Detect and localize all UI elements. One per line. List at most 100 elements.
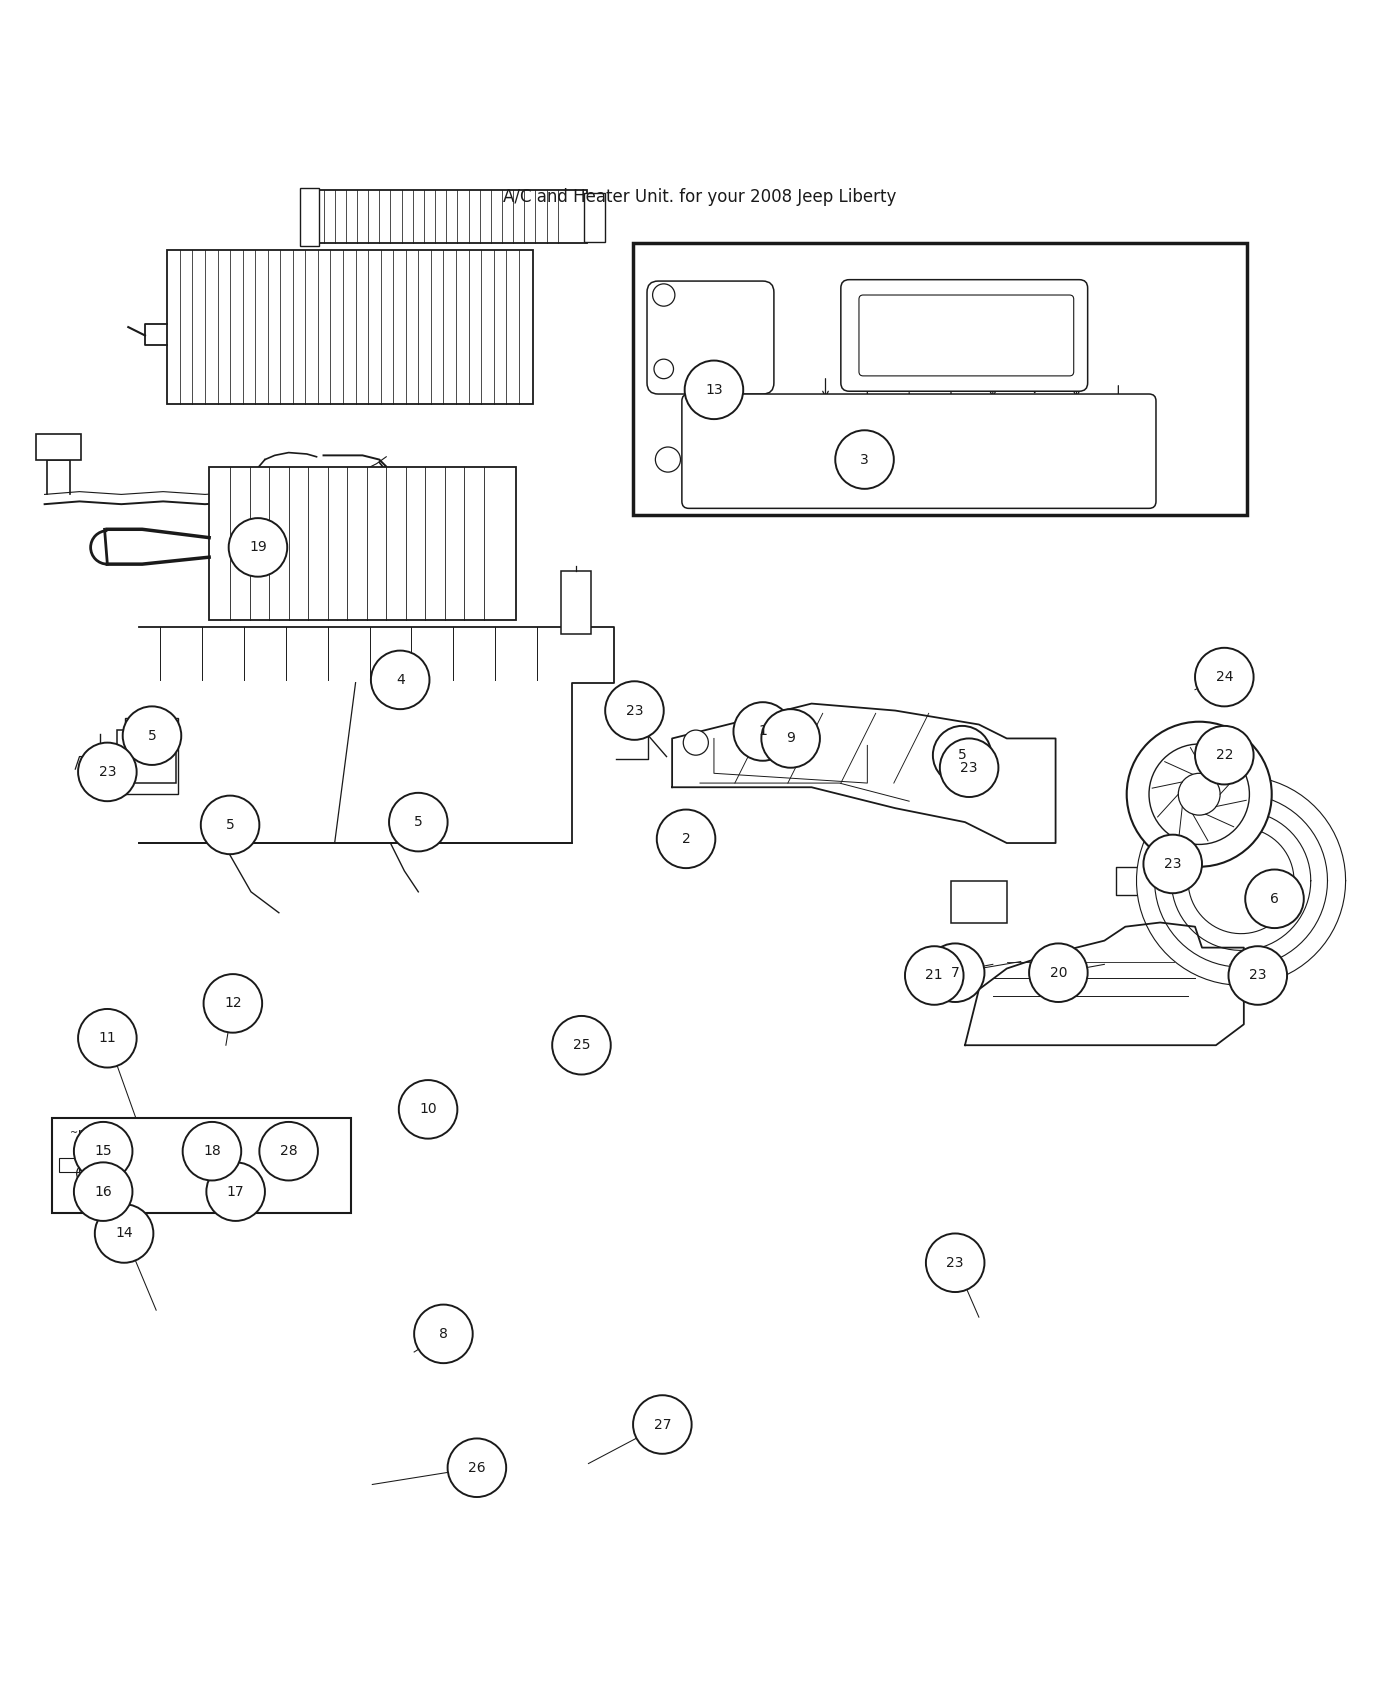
Circle shape xyxy=(78,743,137,801)
Text: 5: 5 xyxy=(225,818,234,831)
Text: 26: 26 xyxy=(468,1460,486,1474)
Circle shape xyxy=(683,729,708,755)
Bar xyxy=(59,1158,80,1171)
Text: 25: 25 xyxy=(573,1039,591,1052)
FancyBboxPatch shape xyxy=(647,280,774,394)
Text: 23: 23 xyxy=(626,704,643,717)
Circle shape xyxy=(78,1010,137,1068)
Bar xyxy=(584,194,605,241)
Circle shape xyxy=(605,682,664,740)
Text: 8: 8 xyxy=(440,1328,448,1341)
Circle shape xyxy=(1029,944,1088,1001)
Text: 16: 16 xyxy=(94,1185,112,1198)
Text: 5: 5 xyxy=(147,729,157,743)
Circle shape xyxy=(1228,947,1287,1005)
Bar xyxy=(410,496,449,520)
Circle shape xyxy=(95,1204,154,1263)
Bar xyxy=(209,466,517,620)
Text: 20: 20 xyxy=(1050,966,1067,979)
Circle shape xyxy=(1144,835,1203,892)
Bar xyxy=(633,243,1246,515)
Circle shape xyxy=(200,796,259,853)
Circle shape xyxy=(1149,745,1249,845)
Text: 14: 14 xyxy=(115,1226,133,1241)
Text: 27: 27 xyxy=(654,1418,671,1431)
Bar xyxy=(850,416,944,490)
Circle shape xyxy=(228,518,287,576)
Circle shape xyxy=(633,1396,692,1453)
Text: 15: 15 xyxy=(94,1144,112,1158)
Text: 17: 17 xyxy=(227,1185,245,1198)
Text: 4: 4 xyxy=(396,673,405,687)
Circle shape xyxy=(182,1122,241,1180)
Text: 13: 13 xyxy=(706,382,722,396)
Bar xyxy=(300,187,319,246)
Text: 24: 24 xyxy=(1215,670,1233,683)
Text: ~m~: ~m~ xyxy=(70,1129,95,1137)
Text: 9: 9 xyxy=(787,731,795,745)
Text: 5: 5 xyxy=(958,748,966,762)
Text: 11: 11 xyxy=(98,1032,116,1045)
Circle shape xyxy=(74,1163,133,1221)
Circle shape xyxy=(762,709,820,768)
Circle shape xyxy=(1127,722,1271,867)
Circle shape xyxy=(836,430,893,490)
Bar xyxy=(981,416,1077,490)
Circle shape xyxy=(655,447,680,473)
Bar xyxy=(393,512,421,529)
Text: 19: 19 xyxy=(249,541,267,554)
Circle shape xyxy=(925,944,984,1001)
Text: 7: 7 xyxy=(951,966,959,979)
FancyBboxPatch shape xyxy=(682,394,1156,508)
Circle shape xyxy=(123,707,181,765)
Text: 23: 23 xyxy=(98,765,116,779)
Bar xyxy=(36,435,81,459)
Text: 22: 22 xyxy=(1215,748,1233,762)
FancyBboxPatch shape xyxy=(860,296,1074,376)
Text: A/C and Heater Unit. for your 2008 Jeep Liberty: A/C and Heater Unit. for your 2008 Jeep … xyxy=(504,187,896,206)
Text: 6: 6 xyxy=(1270,892,1280,906)
Text: 23: 23 xyxy=(946,1256,965,1270)
Circle shape xyxy=(925,1234,984,1292)
Circle shape xyxy=(1245,869,1303,928)
Circle shape xyxy=(932,726,991,784)
Circle shape xyxy=(448,1438,507,1498)
Circle shape xyxy=(371,651,430,709)
Bar xyxy=(951,881,1007,923)
Bar xyxy=(52,1117,351,1212)
Circle shape xyxy=(259,1122,318,1180)
Circle shape xyxy=(766,734,780,748)
Circle shape xyxy=(74,1122,133,1180)
Text: 23: 23 xyxy=(960,760,977,775)
Circle shape xyxy=(203,974,262,1032)
FancyBboxPatch shape xyxy=(841,280,1088,391)
Text: 18: 18 xyxy=(203,1144,221,1158)
Circle shape xyxy=(414,1304,473,1363)
Circle shape xyxy=(904,947,963,1005)
Circle shape xyxy=(552,1017,610,1074)
Circle shape xyxy=(389,792,448,852)
Circle shape xyxy=(206,1163,265,1221)
Text: 28: 28 xyxy=(280,1144,297,1158)
Circle shape xyxy=(1179,774,1221,814)
Text: 10: 10 xyxy=(419,1102,437,1117)
Circle shape xyxy=(1196,726,1253,784)
Bar xyxy=(560,571,591,634)
Circle shape xyxy=(685,360,743,420)
Bar xyxy=(168,250,532,405)
Bar xyxy=(315,190,587,243)
Text: 1: 1 xyxy=(759,724,767,738)
Text: 5: 5 xyxy=(414,814,423,830)
Text: 23: 23 xyxy=(1163,857,1182,870)
Text: 3: 3 xyxy=(860,452,869,466)
Text: 2: 2 xyxy=(682,831,690,847)
Bar xyxy=(118,729,175,784)
Text: 12: 12 xyxy=(224,996,242,1010)
Bar xyxy=(717,416,812,490)
Circle shape xyxy=(734,702,792,762)
Circle shape xyxy=(399,1080,458,1139)
Text: 21: 21 xyxy=(925,969,944,983)
Bar xyxy=(126,717,178,794)
Circle shape xyxy=(657,809,715,869)
Circle shape xyxy=(1196,648,1253,707)
